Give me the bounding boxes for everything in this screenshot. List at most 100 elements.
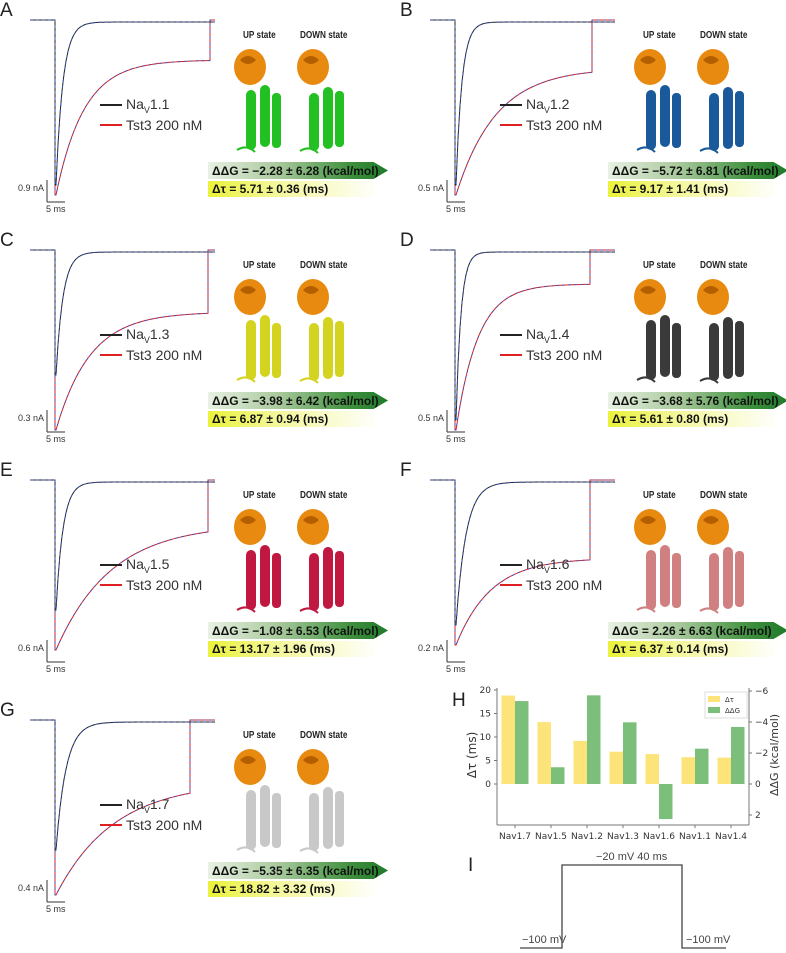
panel-b: B 0.5 nA 5 ms NaV1.2 Tst3 200 nM UP stat…	[400, 0, 786, 230]
legend-toxin-label: Tst3 200 nM	[126, 577, 203, 593]
legend-control: NaV1.6	[500, 555, 602, 575]
time-scale-label: 5 ms	[446, 434, 466, 444]
legend-toxin: Tst3 200 nM	[100, 815, 202, 835]
time-scale-label: 5 ms	[46, 204, 66, 214]
trace-legend: NaV1.3 Tst3 200 nM	[100, 325, 202, 365]
current-scale-label: 0.9 nA	[18, 183, 45, 193]
legend-control: NaV1.3	[100, 325, 202, 345]
legend-toxin-label: Tst3 200 nM	[126, 347, 203, 363]
down-state-structure-icon	[297, 509, 344, 614]
svg-text:Nav1.2: Nav1.2	[571, 832, 603, 840]
current-scale-label: 0.5 nA	[418, 413, 445, 423]
dtau-label: Δτ = 9.17 ± 1.41 (ms)	[608, 181, 778, 197]
ddg-arrow-label: ΔΔG = −1.08 ± 6.53 (kcal/mol)	[208, 622, 388, 639]
dtau-label: Δτ = 5.61 ± 0.80 (ms)	[608, 411, 778, 427]
dtau-label: Δτ = 13.17 ± 1.96 (ms)	[208, 641, 378, 657]
svg-text:−2: −2	[755, 749, 768, 759]
current-scale-label: 0.4 nA	[18, 883, 45, 893]
dtau-label: Δτ = 6.87 ± 0.94 (ms)	[208, 411, 378, 427]
panel-a: A 0.9 nA 5 ms NaV1.1 Tst3 200 nM UP stat…	[0, 0, 390, 230]
current-trace-plot	[430, 19, 615, 203]
down-state-structure-icon	[697, 279, 744, 384]
up-state-label: UP state	[243, 260, 276, 271]
up-state-label: UP state	[643, 260, 676, 271]
panel-letter: F	[400, 460, 412, 481]
time-scale-label: 5 ms	[46, 434, 66, 444]
trace-legend: NaV1.6 Tst3 200 nM	[500, 555, 602, 595]
legend-control-label: NaV1.6	[526, 555, 570, 575]
trace-legend: NaV1.2 Tst3 200 nM	[500, 95, 602, 135]
panel-c: C 0.3 nA 5 ms NaV1.3 Tst3 200 nM UP stat…	[0, 230, 390, 460]
svg-text:5: 5	[485, 757, 491, 767]
down-state-label: DOWN state	[700, 260, 748, 271]
svg-text:10: 10	[480, 733, 492, 743]
dtau-label: Δτ = 18.82 ± 3.32 (ms)	[208, 881, 378, 897]
legend-toxin-label: Tst3 200 nM	[126, 117, 203, 133]
legend-control-label: NaV1.2	[526, 95, 570, 115]
current-trace-plot	[30, 719, 215, 903]
svg-text:ΔΔG: ΔΔG	[725, 707, 740, 715]
legend-control-label: NaV1.7	[126, 795, 170, 815]
svg-text:Nav1.3: Nav1.3	[607, 832, 639, 840]
panel-letter-i: I	[468, 855, 474, 876]
control-line-swatch	[500, 334, 522, 336]
hold-right-label: −100 mV	[686, 934, 731, 946]
control-line-swatch	[100, 334, 122, 336]
panel-i-voltage-protocol: I −20 mV 40 ms −100 mV −100 mV	[468, 840, 786, 953]
down-state-structure-icon	[297, 49, 344, 154]
up-state-structure-icon	[634, 279, 681, 383]
control-line-swatch	[100, 104, 122, 106]
legend-control: NaV1.1	[100, 95, 202, 115]
trace-legend: NaV1.7 Tst3 200 nM	[100, 795, 202, 835]
current-trace-plot	[30, 249, 215, 433]
ddg-arrow-label: ΔΔG = 2.26 ± 6.63 (kcal/mol)	[608, 622, 786, 639]
svg-text:0: 0	[485, 780, 491, 790]
up-state-structure-icon	[634, 509, 681, 613]
legend-control-label: NaV1.3	[126, 325, 170, 345]
toxin-line-swatch	[100, 584, 122, 586]
legend-control: NaV1.7	[100, 795, 202, 815]
up-state-structure-icon	[634, 49, 681, 153]
legend-toxin-label: Tst3 200 nM	[526, 117, 603, 133]
down-state-label: DOWN state	[300, 490, 348, 501]
up-state-structure-icon	[234, 49, 281, 153]
svg-text:Δτ: Δτ	[725, 696, 734, 704]
legend-toxin-label: Tst3 200 nM	[126, 817, 203, 833]
down-state-structure-icon	[697, 49, 744, 154]
toxin-line-swatch	[100, 824, 122, 826]
toxin-line-swatch	[500, 124, 522, 126]
legend-toxin: Tst3 200 nM	[500, 575, 602, 595]
svg-text:Nav1.1: Nav1.1	[679, 832, 711, 840]
up-state-label: UP state	[643, 30, 676, 41]
legend-control: NaV1.4	[500, 325, 602, 345]
panel-d: D 0.5 nA 5 ms NaV1.4 Tst3 200 nM UP stat…	[400, 230, 786, 460]
up-state-label: UP state	[243, 490, 276, 501]
panel-letter: D	[400, 230, 414, 251]
trace-legend: NaV1.1 Tst3 200 nM	[100, 95, 202, 135]
panel-f: F 0.2 nA 5 ms NaV1.6 Tst3 200 nM UP stat…	[400, 460, 786, 690]
svg-text:2: 2	[755, 811, 761, 821]
down-state-label: DOWN state	[700, 490, 748, 501]
svg-text:−4: −4	[755, 718, 769, 728]
down-state-structure-icon	[297, 279, 344, 384]
control-line-swatch	[100, 804, 122, 806]
current-scale-label: 0.5 nA	[418, 183, 445, 193]
control-line-swatch	[100, 564, 122, 566]
legend-control: NaV1.5	[100, 555, 202, 575]
current-trace-plot	[430, 479, 615, 663]
up-state-label: UP state	[243, 730, 276, 741]
ddg-arrow-label: ΔΔG = −5.72 ± 6.81 (kcal/mol)	[608, 162, 786, 179]
dtau-label: Δτ = 6.37 ± 0.14 (ms)	[608, 641, 778, 657]
legend-control-label: NaV1.4	[526, 325, 570, 345]
toxin-line-swatch	[100, 354, 122, 356]
up-state-structure-icon	[234, 509, 281, 613]
current-trace-plot	[30, 19, 215, 203]
time-scale-label: 5 ms	[446, 664, 466, 674]
legend-control-label: NaV1.1	[126, 95, 170, 115]
svg-text:20: 20	[480, 686, 492, 696]
legend-toxin: Tst3 200 nM	[500, 115, 602, 135]
current-scale-label: 0.6 nA	[18, 643, 45, 653]
ddg-arrow-label: ΔΔG = −5.35 ± 6.35 (kcal/mol)	[208, 862, 388, 879]
legend-control-label: NaV1.5	[126, 555, 170, 575]
